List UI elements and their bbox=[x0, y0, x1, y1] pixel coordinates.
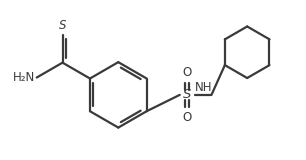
Text: O: O bbox=[182, 111, 191, 124]
Text: NH: NH bbox=[195, 81, 213, 94]
Text: H₂N: H₂N bbox=[13, 71, 35, 84]
Text: S: S bbox=[182, 88, 191, 101]
Text: S: S bbox=[59, 19, 66, 32]
Text: O: O bbox=[182, 66, 191, 79]
